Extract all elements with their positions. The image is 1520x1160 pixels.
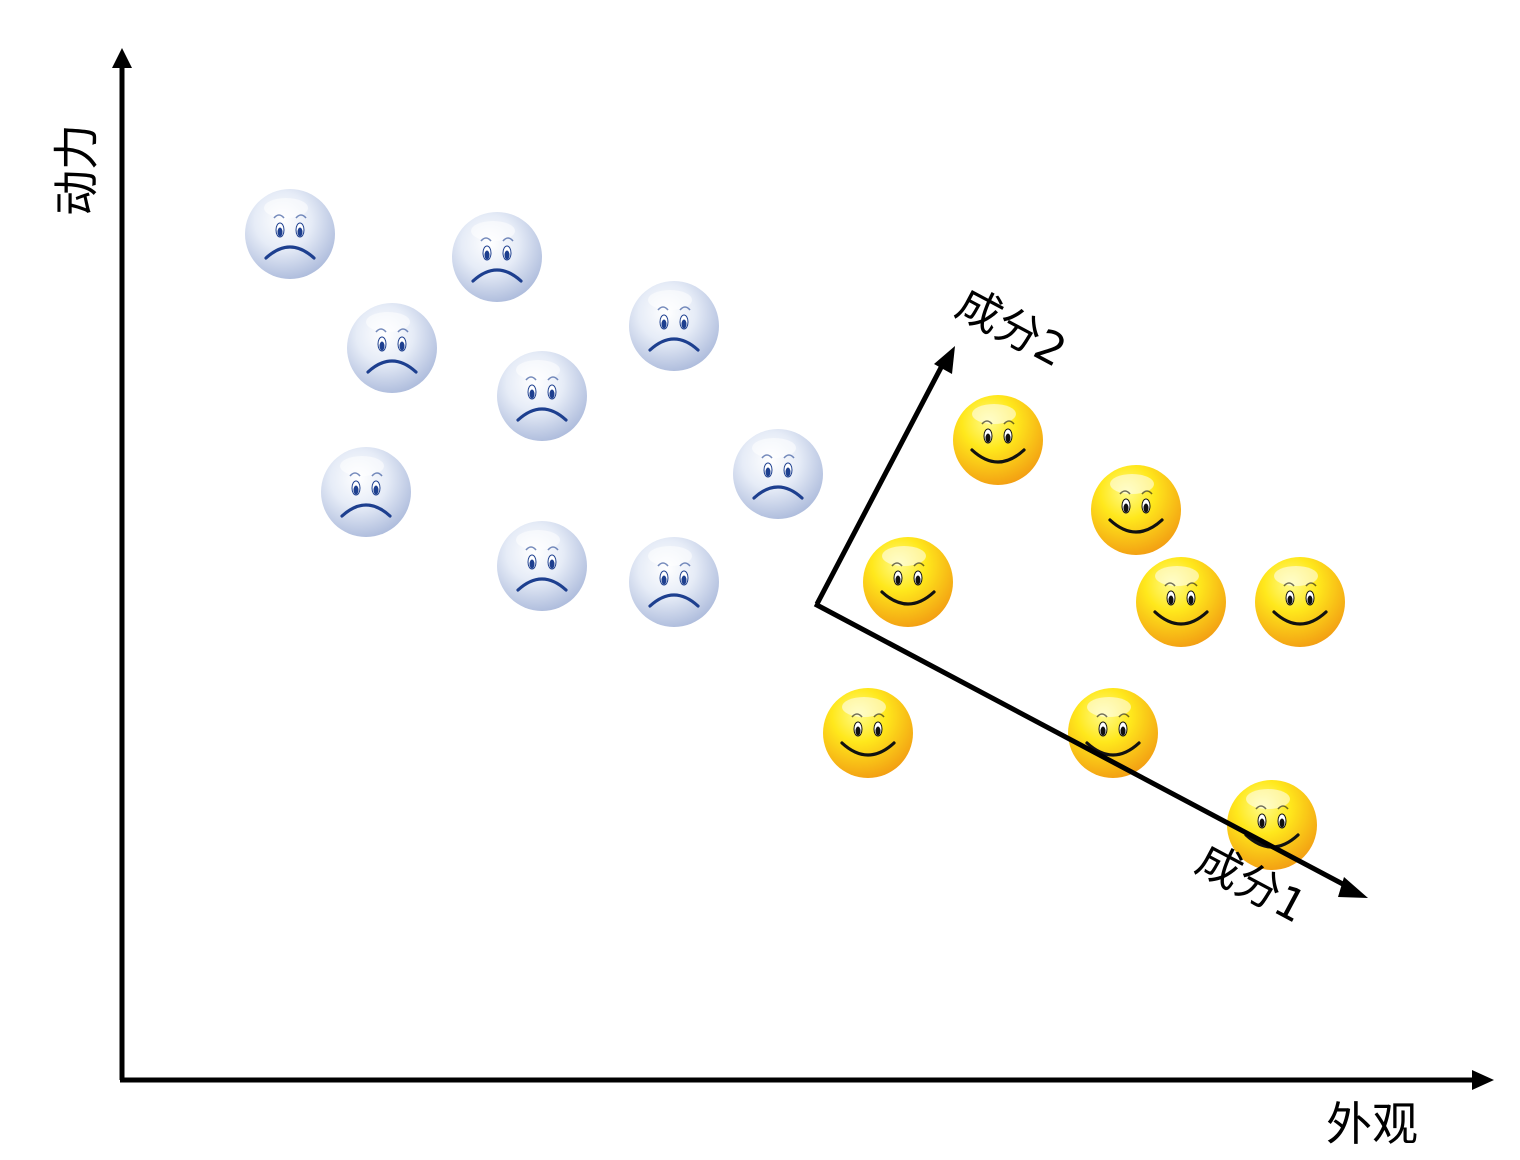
sad-face-icon <box>347 303 437 393</box>
sad-face-icon <box>497 351 587 441</box>
principal-components <box>813 346 1368 898</box>
pc1-arrowhead <box>1338 877 1368 898</box>
sad-face-icon <box>497 521 587 611</box>
happy-face-icon <box>823 688 913 778</box>
sad-face-icon <box>629 537 719 627</box>
pc2-arrowhead <box>934 346 955 374</box>
pc1-arrow <box>813 601 1356 893</box>
pc2-label: 成分2 <box>948 278 1074 377</box>
happy-face-icon <box>1136 557 1226 647</box>
happy-face-icon <box>863 537 953 627</box>
x-axis-arrowhead <box>1472 1070 1494 1090</box>
pc2-arrow <box>814 356 949 606</box>
sad-face-icon <box>733 429 823 519</box>
x-axis-label: 外观 <box>1326 1097 1418 1151</box>
happy-face-icon <box>1227 780 1317 870</box>
happy-face-icon <box>953 395 1043 485</box>
sad-face-icon <box>629 281 719 371</box>
happy-face-icon <box>1068 688 1158 778</box>
sad-face-icon <box>321 447 411 537</box>
happy-face-icon <box>1255 557 1345 647</box>
y-axis-label: 动力 <box>50 124 104 216</box>
happy-face-icon <box>1091 465 1181 555</box>
y-axis-arrowhead <box>112 48 132 68</box>
faces-layer <box>245 189 1345 870</box>
axes <box>112 48 1494 1090</box>
sad-face-icon <box>245 189 335 279</box>
sad-face-icon <box>452 212 542 302</box>
